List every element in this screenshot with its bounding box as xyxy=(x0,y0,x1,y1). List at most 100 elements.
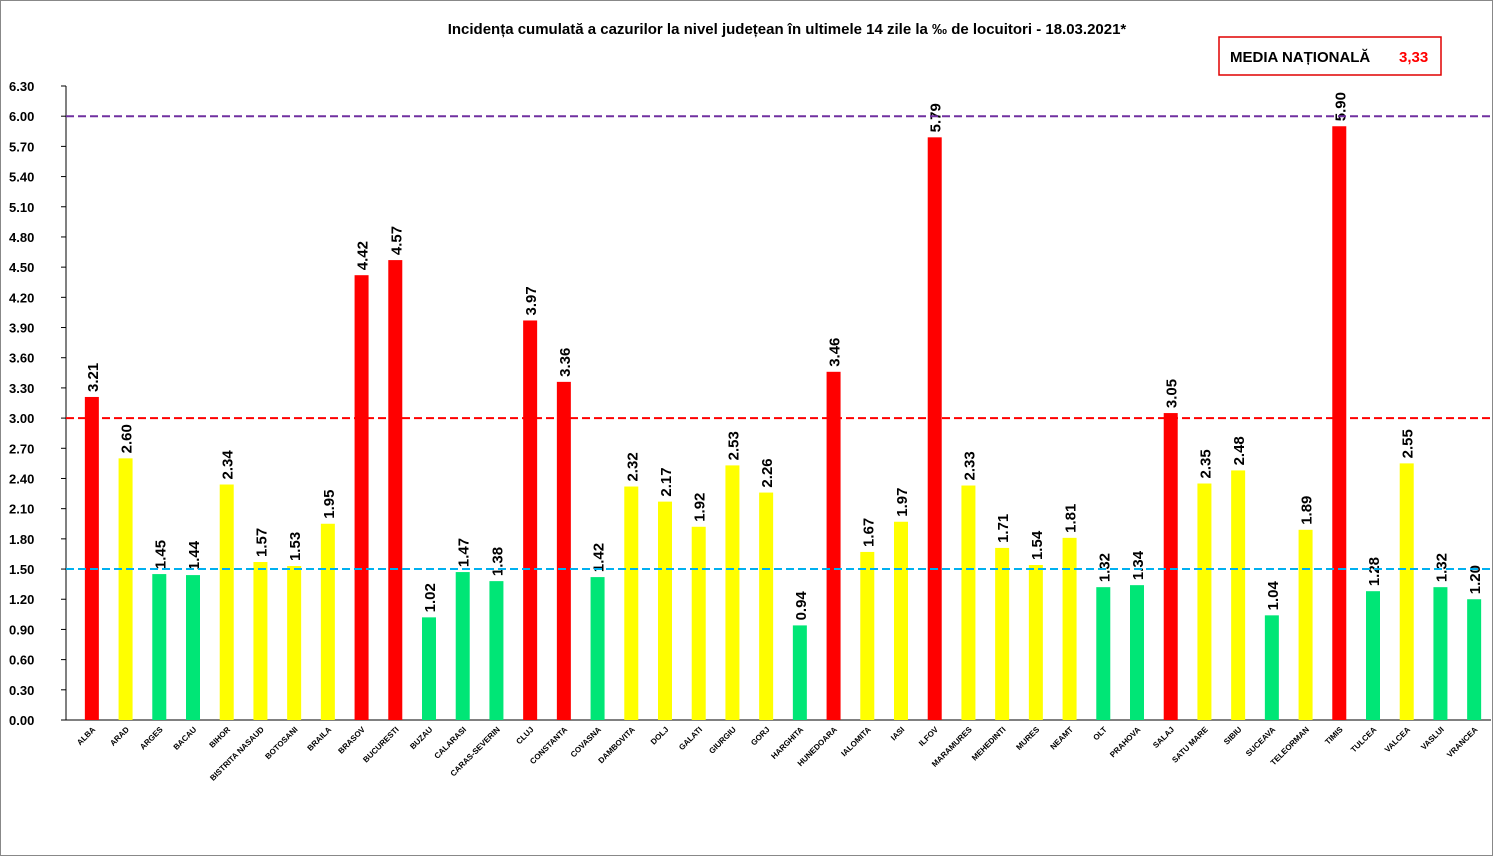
value-label: 2.55 xyxy=(1400,429,1417,458)
value-label: 4.42 xyxy=(355,241,372,270)
x-tick-label: VRANCEA xyxy=(1445,725,1479,759)
bar xyxy=(1467,599,1482,720)
y-tick-label: 3.90 xyxy=(9,321,34,336)
value-label: 1.71 xyxy=(995,514,1012,543)
y-tick-label: 0.00 xyxy=(9,713,34,728)
x-tick-label: SUCEAVA xyxy=(1244,725,1277,758)
bar xyxy=(1332,126,1347,720)
bar xyxy=(826,371,841,720)
bar xyxy=(961,485,976,720)
value-label: 1.95 xyxy=(321,490,338,519)
bar xyxy=(1264,615,1279,720)
value-label: 2.53 xyxy=(725,431,742,460)
bar xyxy=(1433,587,1448,720)
value-label: 1.45 xyxy=(152,540,169,569)
value-label: 1.92 xyxy=(692,493,709,522)
value-label: 1.97 xyxy=(894,488,911,517)
bar xyxy=(590,577,605,720)
y-tick-label: 0.90 xyxy=(9,622,34,637)
value-label: 3.21 xyxy=(85,363,102,392)
value-label: 1.47 xyxy=(456,538,473,567)
y-tick-label: 3.00 xyxy=(9,411,34,426)
y-tick-label: 2.40 xyxy=(9,471,34,486)
x-tick-label: PRAHOVA xyxy=(1108,725,1142,759)
bar xyxy=(152,574,167,720)
y-tick-label: 1.80 xyxy=(9,532,34,547)
x-tick-label: ARGES xyxy=(138,725,165,752)
bar xyxy=(1298,529,1313,720)
y-tick-label: 3.60 xyxy=(9,351,34,366)
x-tick-label: TULCEA xyxy=(1349,725,1378,754)
x-tick-label: MEHEDINTI xyxy=(970,725,1007,762)
x-tick-label: HARGHITA xyxy=(769,725,805,761)
value-label: 1.04 xyxy=(1265,580,1282,610)
x-tick-label: IASI xyxy=(889,725,906,742)
bar xyxy=(455,572,470,720)
value-label: 1.32 xyxy=(1096,553,1113,582)
bar xyxy=(489,581,504,720)
bar xyxy=(523,320,538,720)
y-tick-label: 3.30 xyxy=(9,381,34,396)
value-label: 3.97 xyxy=(523,286,540,315)
x-tick-label: BUCURESTI xyxy=(361,725,400,764)
bar xyxy=(186,575,200,720)
bar xyxy=(624,486,639,720)
x-tick-label: GORJ xyxy=(749,725,771,747)
x-tick-label: ALBA xyxy=(75,725,97,747)
y-tick-label: 4.50 xyxy=(9,260,34,275)
x-tick-label: VASLUI xyxy=(1419,725,1446,752)
x-tick-label: TIMIS xyxy=(1323,725,1345,747)
value-label: 1.32 xyxy=(1433,553,1450,582)
value-label: 1.28 xyxy=(1366,557,1383,586)
bar xyxy=(422,617,436,720)
annotation-label: MEDIA NAȚIONALĂ xyxy=(1230,49,1370,66)
bar xyxy=(792,625,807,720)
x-tick-label: DAMBOVITA xyxy=(596,725,636,765)
x-tick-label: ILFOV xyxy=(917,725,940,748)
value-label: 1.67 xyxy=(860,518,877,547)
x-tick-label: CALARASI xyxy=(433,725,469,761)
x-tick-label: ARAD xyxy=(108,725,131,748)
value-label: 1.20 xyxy=(1467,565,1484,594)
y-tick-label: 5.40 xyxy=(9,170,34,185)
annotation-box xyxy=(1218,36,1442,76)
value-label: 1.89 xyxy=(1299,496,1316,525)
y-tick-label: 0.30 xyxy=(9,683,34,698)
bar xyxy=(1399,463,1414,720)
value-label: 1.38 xyxy=(489,547,506,576)
value-label: 1.57 xyxy=(253,528,270,557)
bar xyxy=(658,501,672,720)
y-tick-label: 1.50 xyxy=(9,562,34,577)
bar xyxy=(1366,591,1380,720)
bar xyxy=(1130,585,1144,720)
bar xyxy=(287,566,302,720)
value-label: 1.53 xyxy=(287,532,304,561)
value-label: 2.26 xyxy=(759,458,776,487)
x-tick-label: BIHOR xyxy=(208,725,233,750)
bar xyxy=(691,526,706,720)
bar xyxy=(1163,413,1178,720)
y-tick-label: 4.20 xyxy=(9,290,34,305)
bar xyxy=(354,275,369,720)
bar xyxy=(320,523,335,720)
x-tick-label: BUZAU xyxy=(408,725,434,751)
bar xyxy=(253,562,268,720)
bar xyxy=(927,137,942,721)
value-label: 3.36 xyxy=(557,348,574,377)
value-label: 2.60 xyxy=(119,424,136,453)
x-tick-label: COVASNA xyxy=(569,725,603,759)
x-tick-label: BRAILA xyxy=(306,725,334,753)
bar xyxy=(759,492,774,720)
value-label: 1.54 xyxy=(1029,530,1046,560)
value-label: 5.90 xyxy=(1332,92,1349,121)
value-label: 1.81 xyxy=(1063,504,1080,533)
y-tick-label: 6.30 xyxy=(9,79,34,94)
x-tick-label: NEAMT xyxy=(1049,725,1076,752)
x-tick-label: GALATI xyxy=(677,725,704,752)
y-tick-label: 5.10 xyxy=(9,200,34,215)
value-label: 2.32 xyxy=(624,452,641,481)
annotation-value: 3,33 xyxy=(1399,49,1428,66)
bar xyxy=(894,521,908,720)
x-tick-label: DOLJ xyxy=(649,725,670,746)
value-label: 3.05 xyxy=(1164,379,1181,408)
